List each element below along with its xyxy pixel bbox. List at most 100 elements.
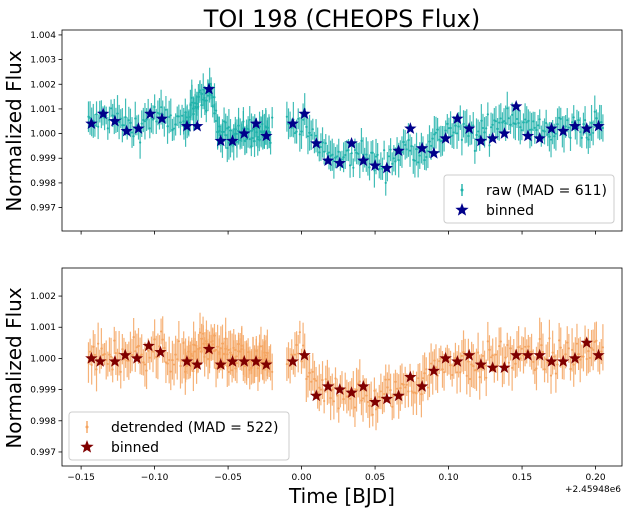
y-tick-label: 0.997 [30,448,56,458]
data-point [237,129,240,132]
data-point [506,343,509,347]
data-point [384,181,387,184]
binned-point [545,122,558,134]
data-point [177,115,180,118]
data-point [166,362,169,365]
data-point [318,151,321,154]
data-point [366,400,370,404]
data-point [360,139,363,143]
data-point [465,374,468,377]
data-point [213,112,216,115]
data-point [100,347,103,350]
data-point [353,406,357,409]
binned-point [180,355,194,367]
data-point [532,360,535,363]
data-point [519,357,522,360]
data-point [525,121,528,124]
data-point [387,378,391,381]
data-point [407,390,410,393]
data-point [224,134,227,137]
binned-point [568,351,582,364]
data-point [224,347,227,350]
data-point [109,107,113,110]
data-point [559,117,562,120]
data-point [535,367,538,370]
data-point [442,371,446,374]
data-point [433,133,436,136]
data-point [240,348,243,351]
data-point [404,386,407,389]
binned-point [94,355,107,367]
bottom-y-axis-label: Normalized Flux [2,287,26,449]
binned-point [298,348,311,361]
data-point [457,125,460,128]
data-point [481,126,485,130]
data-point [140,122,143,125]
binned-point [486,132,499,144]
data-point [200,103,203,107]
data-point [340,158,344,161]
data-point [481,354,485,358]
binned-point [592,119,605,132]
data-point [454,357,457,360]
data-point [93,124,97,127]
data-point [148,127,151,130]
data-point [567,347,570,350]
data-point [536,124,540,127]
data-point [331,153,334,156]
data-point [489,356,493,359]
data-point [493,119,496,122]
data-point [378,395,381,399]
binned-point [533,132,546,144]
data-point [455,371,459,374]
data-point [430,362,433,365]
data-point [404,143,407,146]
data-point [231,353,234,356]
binned-point [427,364,441,377]
binned-point [238,355,251,367]
data-point [449,364,452,367]
data-point [221,342,224,345]
data-point [310,380,313,383]
data-point [567,126,570,129]
data-point [475,368,478,371]
binned-point [286,355,299,367]
data-point [267,130,271,133]
data-point [532,120,535,123]
data-point [488,348,491,351]
data-point [455,132,459,135]
data-point [472,124,475,127]
binned-point [545,355,558,367]
data-point [234,132,237,135]
data-point [386,386,389,389]
data-point [311,370,314,373]
data-point [468,377,472,381]
data-point [587,138,590,141]
data-point [221,130,224,134]
data-point [520,347,523,350]
binned-point [298,107,311,120]
binned-point [439,351,452,364]
chart-title: TOI 198 (CHEOPS Flux) [203,5,481,33]
data-point [548,337,551,340]
data-point [308,131,311,134]
data-point [226,127,229,130]
data-point [202,88,205,91]
x-tick-label: −0.05 [214,473,242,483]
binned-point [498,127,511,139]
binned-point [130,351,144,364]
data-point [143,363,147,366]
data-point [528,350,532,354]
data-point [556,363,559,366]
data-point [172,363,176,366]
data-point [158,112,161,115]
data-point [318,386,321,389]
data-point [176,358,179,361]
data-point [444,129,447,132]
binned-point [509,348,523,361]
data-point [245,137,248,141]
binned-point [533,348,546,361]
data-point [405,148,408,151]
data-point [415,392,418,395]
